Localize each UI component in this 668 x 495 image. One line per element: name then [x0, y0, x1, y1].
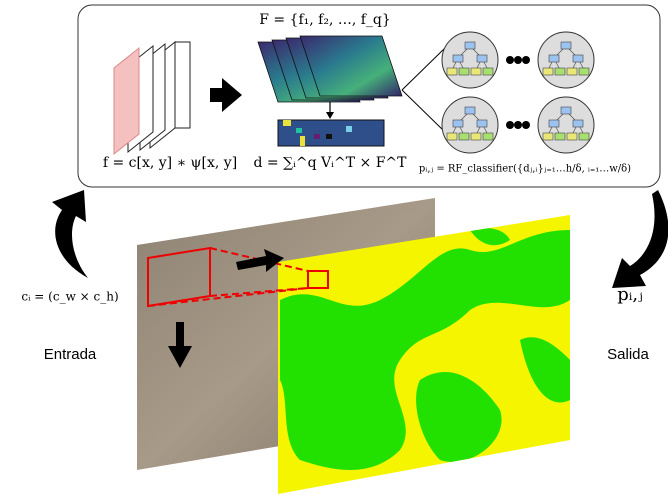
features-formula: F = {f₁, f₂, …, f_q} [259, 12, 391, 28]
output-arrow [612, 190, 668, 288]
input-arrow [52, 190, 88, 278]
output-label: Salida [607, 346, 649, 363]
input-label: Entrada [44, 346, 97, 363]
feature-maps [258, 36, 402, 102]
input-size: cᵢ = (c_w × c_h) [21, 290, 118, 304]
output-symbol: pᵢ,ⱼ [617, 284, 643, 305]
descriptor-formula: d = ∑ᵢ^q Vᵢ^T × F^T [254, 155, 408, 171]
diagram: F = {f₁, f₂, …, f_q} f = c[x, y] ∗ ψ[x, … [0, 0, 668, 495]
descriptor-vector [278, 120, 384, 146]
segmentation-map [278, 215, 570, 494]
convolution-formula: f = c[x, y] ∗ ψ[x, y] [103, 155, 237, 171]
classifier-formula: pᵢ,ⱼ = RF_classifier({dⱼ,ᵢ}ⱼ₌₁…h/δ, ᵢ₌₁…… [419, 164, 631, 175]
